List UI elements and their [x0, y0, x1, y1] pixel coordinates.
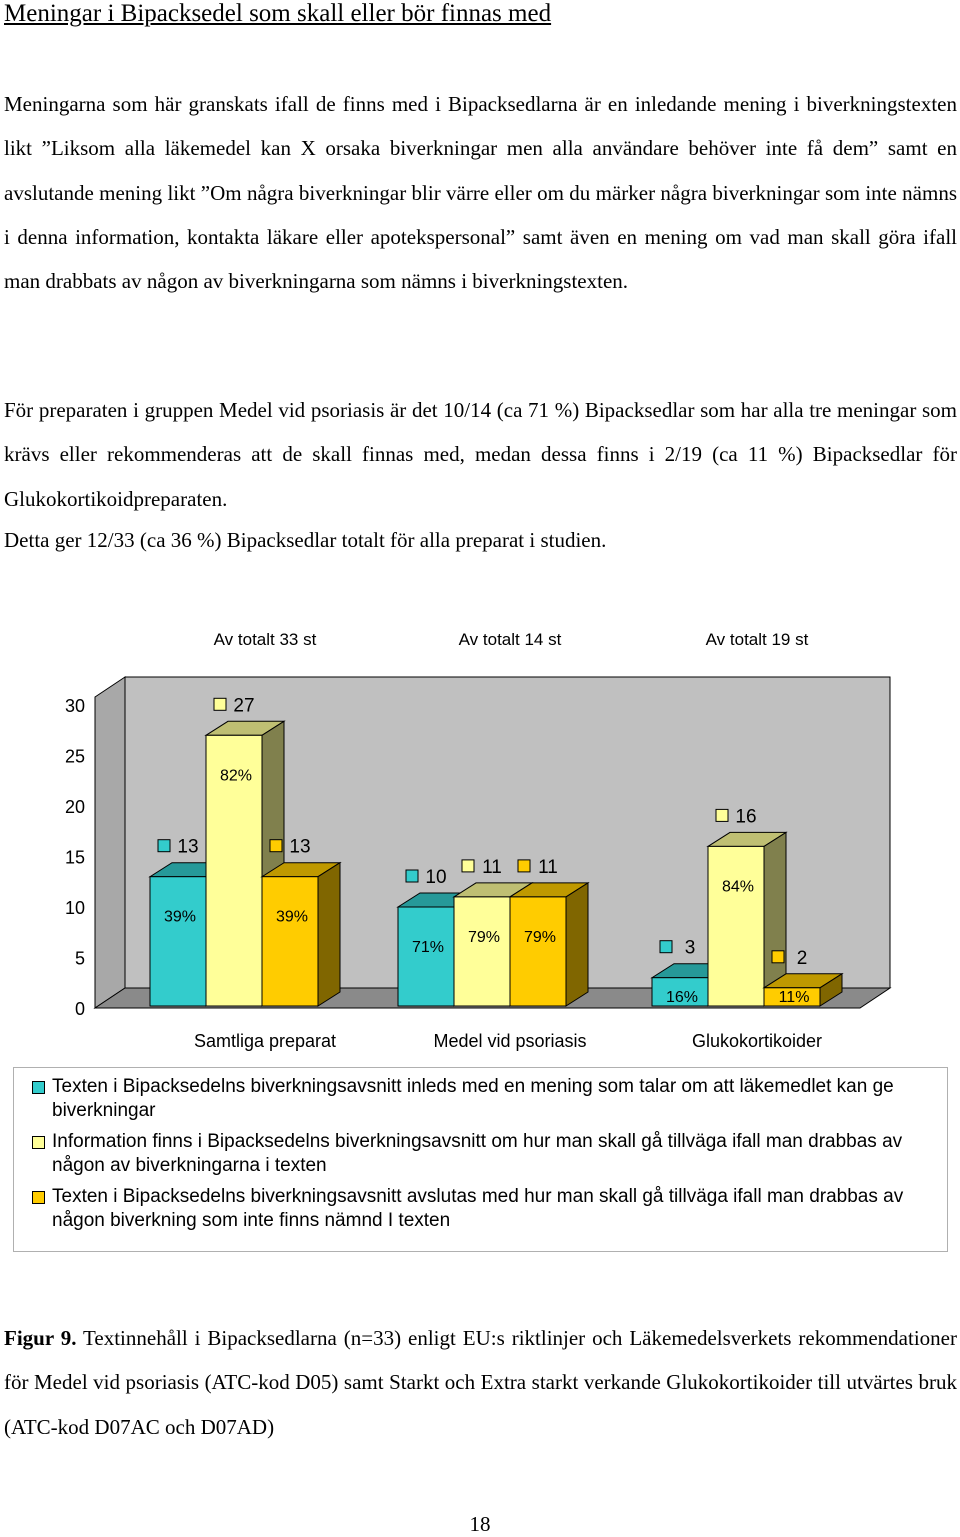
- group-header: Av totalt 33 st: [214, 630, 317, 649]
- legend-swatch-lightyellow: [32, 1136, 45, 1149]
- y-tick-label: 0: [75, 999, 85, 1019]
- x-tick-label: Samtliga preparat: [194, 1031, 336, 1051]
- bar-chart: 0 5 10 15 20 25 30 Av totalt 33 st Av totalt 14 …: [0, 610, 960, 1260]
- bar: [149, 876, 207, 1007]
- x-tick-label: Glukokortikoider: [692, 1031, 822, 1051]
- legend-item: Information finns i Bipacksedelns biverk…: [32, 1130, 912, 1178]
- legend-swatch-teal: [32, 1081, 45, 1094]
- figure-caption: Figur 9. Textinnehåll i Bipacksedlarna (…: [4, 1316, 957, 1449]
- legend-item: Texten i Bipacksedelns biverkningsavsnit…: [32, 1185, 912, 1233]
- legend-item: Texten i Bipacksedelns biverkningsavsnit…: [32, 1075, 912, 1123]
- bar-percent-label: 39%: [164, 909, 196, 926]
- section-heading: Meningar i Bipacksedel som skall eller b…: [4, 0, 552, 27]
- bar-value-label: 16: [735, 806, 756, 827]
- legend-label: Information finns i Bipacksedelns biverk…: [52, 1131, 903, 1176]
- bar: [763, 987, 821, 1007]
- page-number: 18: [469, 1512, 491, 1536]
- bar-percent-label: 79%: [468, 929, 500, 946]
- bar-percent-label: 84%: [722, 878, 754, 895]
- paragraph-text: Meningarna som här granskats ifall de fi…: [4, 92, 957, 294]
- bar: [509, 896, 567, 1007]
- data-label-marker: [157, 839, 171, 853]
- bar: [261, 876, 319, 1007]
- chart-side-wall: [94, 676, 126, 1009]
- bar-percent-label: 11%: [779, 989, 810, 1006]
- bar-percent-label: 39%: [276, 909, 308, 926]
- bar-value-label: 11: [538, 857, 558, 878]
- bar-percent-label: 79%: [524, 929, 556, 946]
- legend-label: Texten i Bipacksedelns biverkningsavsnit…: [52, 1186, 904, 1231]
- y-tick-label: 20: [65, 797, 85, 817]
- bar-value-label: 11: [482, 857, 502, 878]
- data-label-marker: [461, 859, 475, 873]
- bar-value-label: 3: [685, 938, 696, 959]
- bar-value-label: 13: [289, 837, 310, 858]
- data-label-marker: [405, 869, 419, 883]
- data-label-marker: [517, 859, 531, 873]
- bar-value-label: 13: [177, 837, 198, 858]
- paragraph-intro: Meningarna som här granskats ifall de fi…: [4, 82, 957, 303]
- data-label-marker: [715, 808, 729, 822]
- bar: [707, 845, 765, 1007]
- group-header: Av totalt 19 st: [706, 630, 809, 649]
- group-header: Av totalt 14 st: [459, 630, 562, 649]
- data-label-marker: [269, 839, 283, 853]
- bar: [453, 896, 511, 1007]
- y-tick-label: 5: [75, 949, 85, 969]
- bar-value-label: 10: [425, 867, 446, 888]
- legend-label: Texten i Bipacksedelns biverkningsavsnit…: [52, 1076, 894, 1121]
- bar-value-label: 27: [233, 695, 254, 716]
- bar-percent-label: 82%: [220, 767, 252, 784]
- y-tick-label: 30: [65, 696, 85, 716]
- bar: [651, 977, 709, 1007]
- data-label-marker: [659, 940, 673, 954]
- y-tick-label: 15: [65, 848, 85, 868]
- paragraph-total: Detta ger 12/33 (ca 36 %) Bipacksedlar t…: [4, 518, 957, 562]
- bar-side: [565, 881, 589, 1007]
- bar-percent-label: 16%: [666, 989, 698, 1006]
- legend-swatch-gold: [32, 1191, 45, 1204]
- x-tick-label: Medel vid psoriasis: [433, 1031, 586, 1051]
- paragraph-text: För preparaten i gruppen Medel vid psori…: [4, 398, 957, 511]
- paragraph-psoriasis: För preparaten i gruppen Medel vid psori…: [4, 388, 957, 521]
- chart-legend: Texten i Bipacksedelns biverkningsavsnit…: [13, 1067, 948, 1252]
- data-label-marker: [771, 950, 785, 964]
- bar-side: [317, 861, 341, 1007]
- bar: [205, 734, 263, 1007]
- y-tick-label: 10: [65, 898, 85, 918]
- chart-canvas: 0 5 10 15 20 25 30 Av totalt 33 st Av totalt 14 …: [65, 630, 892, 1051]
- data-label-marker: [213, 697, 227, 711]
- y-tick-label: 25: [65, 747, 85, 767]
- bar-percent-label: 71%: [412, 939, 444, 956]
- bar: [397, 906, 455, 1007]
- caption-label: Figur 9.: [4, 1326, 77, 1350]
- bar-value-label: 2: [797, 948, 808, 969]
- paragraph-text: Detta ger 12/33 (ca 36 %) Bipacksedlar t…: [4, 528, 607, 552]
- caption-text: Textinnehåll i Bipacksedlarna (n=33) enl…: [4, 1326, 957, 1439]
